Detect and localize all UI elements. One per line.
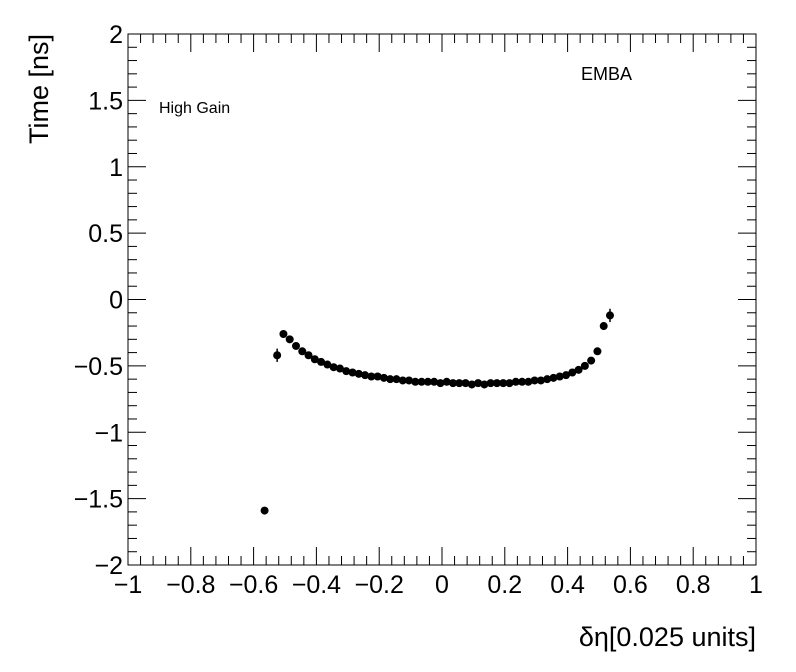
data-point <box>530 376 539 385</box>
data-point <box>486 379 495 388</box>
data-point <box>273 351 282 360</box>
data-point <box>492 379 501 388</box>
x-tick-label: 0.2 <box>487 571 522 599</box>
data-point <box>367 372 376 381</box>
data-point <box>448 379 457 388</box>
data-point <box>323 360 332 369</box>
x-axis-ticks <box>127 34 757 565</box>
data-point <box>405 376 414 385</box>
data-point <box>549 373 558 382</box>
y-tick-label: −2 <box>94 552 123 580</box>
data-point <box>430 377 439 386</box>
data-point <box>386 375 395 384</box>
data-point <box>568 368 577 377</box>
y-tick-label: 0.5 <box>88 220 123 248</box>
data-point <box>398 376 407 385</box>
data-point <box>505 379 514 388</box>
data-point <box>317 357 326 366</box>
data-point <box>605 311 614 320</box>
y-axis-tick-labels: −2 −1.5 −1 −0.5 0 0.5 1 1.5 2 <box>74 21 123 580</box>
annotation-high-gain: High Gain <box>159 100 230 117</box>
data-point <box>260 506 269 515</box>
data-point <box>562 371 571 380</box>
data-point <box>342 367 351 376</box>
annotation-emba: EMBA <box>581 64 632 84</box>
data-point <box>593 347 602 356</box>
data-point <box>524 377 533 386</box>
data-point <box>348 368 357 377</box>
data-point <box>574 365 583 374</box>
y-tick-label: 0 <box>109 287 123 315</box>
data-point <box>335 364 344 373</box>
data-point <box>455 379 464 388</box>
y-tick-label: −1 <box>94 419 123 447</box>
x-tick-label: 0.8 <box>676 571 711 599</box>
x-axis-title: δη[0.025 units] <box>579 622 756 652</box>
data-point <box>499 379 508 388</box>
x-axis-tick-labels: −1 −0.8 −0.6 −0.4 −0.2 0 0.2 0.4 0.6 0.8 1 <box>114 571 763 599</box>
data-point <box>411 377 420 386</box>
data-point <box>467 380 476 389</box>
data-point <box>555 372 564 381</box>
data-point <box>354 369 363 378</box>
y-axis-ticks <box>128 33 756 566</box>
data-point <box>461 379 470 388</box>
y-tick-label: 1 <box>109 154 123 182</box>
data-point <box>580 361 589 370</box>
y-tick-label: 1.5 <box>88 87 123 115</box>
data-point <box>518 377 527 386</box>
data-point <box>543 375 552 384</box>
data-point <box>417 377 426 386</box>
x-tick-label: −0.4 <box>292 571 341 599</box>
data-point <box>536 376 545 385</box>
data-point <box>373 372 382 381</box>
x-tick-label: −1 <box>114 571 143 599</box>
x-tick-label: 0.6 <box>613 571 648 599</box>
data-point <box>392 375 401 384</box>
data-point <box>329 363 338 372</box>
x-tick-label: 0.4 <box>550 571 585 599</box>
data-point <box>379 373 388 382</box>
data-point <box>442 377 451 386</box>
data-point <box>298 347 307 356</box>
y-tick-label: −0.5 <box>74 353 123 381</box>
data-point <box>361 371 370 380</box>
y-tick-label: 2 <box>109 21 123 49</box>
x-tick-label: −0.2 <box>355 571 404 599</box>
data-point <box>285 335 294 344</box>
x-tick-label: −0.8 <box>166 571 215 599</box>
x-tick-label: 1 <box>749 571 763 599</box>
data-point <box>291 341 300 350</box>
data-point <box>480 380 489 389</box>
x-tick-label: −0.6 <box>229 571 278 599</box>
data-point <box>423 377 432 386</box>
data-point <box>279 330 288 339</box>
data-point <box>599 322 608 331</box>
y-axis-title: Time [ns] <box>24 34 54 144</box>
data-point <box>511 377 520 386</box>
data-point <box>436 379 445 388</box>
data-point <box>304 351 313 360</box>
y-tick-label: −1.5 <box>74 486 123 514</box>
data-point <box>587 356 596 365</box>
data-point <box>474 379 483 388</box>
data-point <box>310 355 319 364</box>
x-tick-label: 0 <box>435 571 449 599</box>
data-points <box>260 308 614 515</box>
